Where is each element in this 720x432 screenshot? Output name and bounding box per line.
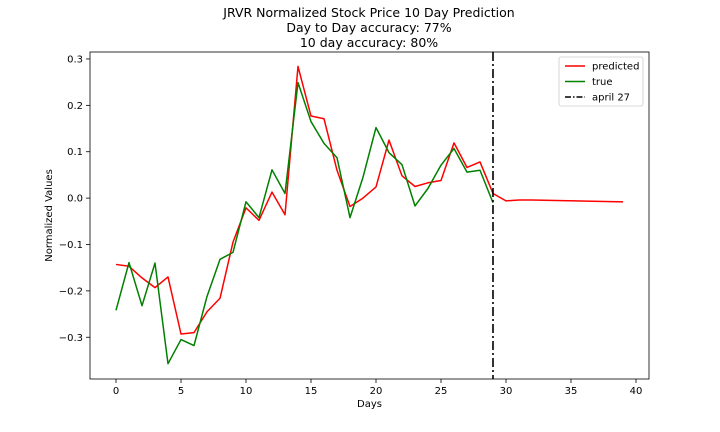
legend-box: [558, 56, 644, 107]
legend-label: true: [592, 77, 613, 88]
title-line-1: JRVR Normalized Stock Price 10 Day Predi…: [222, 5, 514, 20]
y-axis-label: Normalized Values: [44, 169, 55, 262]
x-tick-label: 35: [565, 386, 578, 397]
x-tick-label: 25: [435, 386, 448, 397]
x-axis-label: Days: [357, 399, 382, 410]
y-axis: −0.3 −0.2 −0.1 0.0 0.1 0.2 0.3: [59, 54, 90, 344]
x-tick-label: 40: [630, 386, 643, 397]
y-tick-label: 0.0: [67, 194, 83, 205]
chart-title: JRVR Normalized Stock Price 10 Day Predi…: [222, 5, 514, 50]
title-line-3: 10 day accuracy: 80%: [300, 35, 438, 50]
legend-label: april 27: [592, 93, 630, 104]
y-tick-label: 0.2: [67, 101, 83, 112]
y-tick-label: −0.2: [59, 286, 83, 297]
title-line-2: Day to Day accuracy: 77%: [286, 20, 451, 35]
x-tick-label: 20: [370, 386, 383, 397]
series-lines: [115, 52, 624, 379]
series-line-predicted: [115, 65, 624, 335]
x-tick-label: 0: [113, 386, 119, 397]
y-tick-label: 0.1: [67, 147, 83, 158]
x-tick-label: 15: [305, 386, 318, 397]
x-tick-label: 10: [240, 386, 253, 397]
x-axis: 0 5 10 15 20 25 30 35 40: [113, 379, 643, 397]
plot-area: [89, 51, 650, 380]
legend-label: predicted: [592, 62, 639, 73]
legend: predicted true april 27: [558, 56, 644, 107]
x-tick-label: 5: [178, 386, 184, 397]
series-line-true: [115, 81, 494, 365]
y-tick-label: −0.3: [59, 333, 83, 344]
plot-border: [89, 51, 650, 380]
x-tick-label: 30: [500, 386, 513, 397]
y-tick-label: −0.1: [59, 240, 83, 251]
y-tick-label: 0.3: [67, 54, 83, 65]
